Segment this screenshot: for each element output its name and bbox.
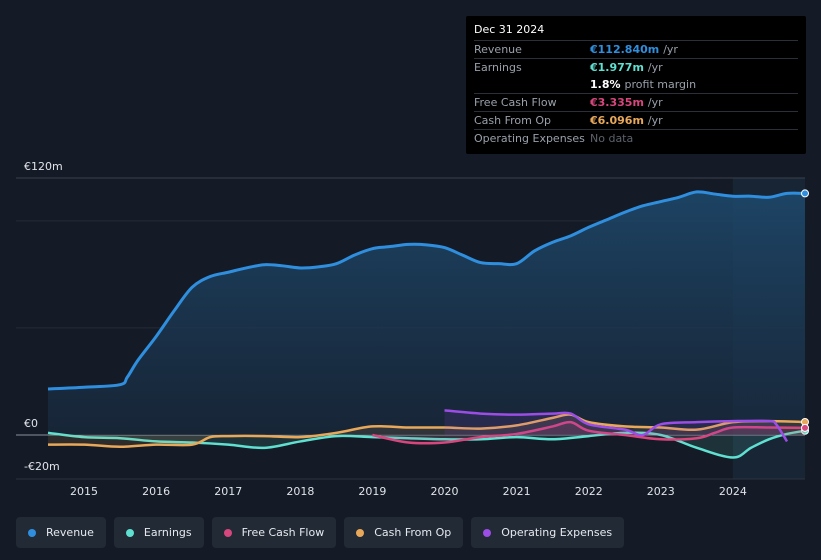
tooltip-row-value: €3.335m — [590, 96, 644, 109]
earnings-area — [48, 430, 805, 458]
revenue-end-marker — [801, 189, 809, 198]
free-cash-flow-end-marker — [801, 423, 809, 432]
cash-from-op-area — [48, 414, 805, 447]
revenue-line — [47, 190, 806, 391]
tooltip-date: Dec 31 2024 — [474, 23, 545, 36]
y-axis-bottom-label: -€20m — [24, 460, 60, 473]
legend-label: Revenue — [46, 526, 94, 539]
operating-expenses-line — [444, 409, 789, 443]
x-tick-label: 2023 — [647, 485, 675, 498]
tooltip-row-unit: /yr — [647, 96, 663, 109]
tooltip-row-label: Revenue — [474, 43, 522, 56]
tooltip-row-value: €1.977m — [590, 61, 644, 74]
x-tick-label: 2022 — [575, 485, 603, 498]
tooltip-row: Earnings €1.977m/yr — [474, 58, 798, 76]
legend-label: Operating Expenses — [501, 526, 613, 539]
x-tick-label: 2018 — [286, 485, 314, 498]
x-tick-label: 2016 — [142, 485, 170, 498]
legend-dot-icon — [483, 528, 492, 537]
x-tick-label: 2015 — [70, 485, 98, 498]
tooltip-row-unit: /yr — [663, 43, 678, 56]
tooltip-row: Cash From Op €6.096m/yr — [474, 111, 798, 129]
series-layer — [47, 189, 809, 459]
y-axis-top-label: €120m — [24, 160, 63, 173]
tooltip-row-label: Earnings — [474, 61, 522, 74]
cash-from-op-line — [47, 413, 806, 449]
tooltip-row: Free Cash Flow €3.335m/yr — [474, 93, 798, 111]
free-cash-flow-line — [372, 420, 806, 445]
legend: Revenue Earnings Free Cash Flow Cash From O… — [16, 517, 625, 548]
tooltip-row-label: Free Cash Flow — [474, 96, 557, 109]
tooltip-row: Operating Expenses No data — [474, 129, 798, 147]
tooltip-row: Revenue €112.840m/yr — [474, 40, 798, 58]
legend-dot-icon — [28, 528, 36, 537]
tooltip-row-value: 1.8% — [590, 78, 621, 91]
x-tick-label: 2024 — [719, 485, 747, 498]
tooltip-row-value: No data — [590, 132, 634, 145]
tooltip-row-unit: /yr — [647, 114, 663, 127]
tooltip-row-value: €6.096m — [590, 114, 644, 127]
x-axis-ticks: 2015 2016 2017 2018 2019 2020 2021 2022 2023 2024 — [70, 485, 747, 498]
tooltip-row-unit: /yr — [647, 61, 663, 74]
revenue-area — [48, 191, 805, 435]
tooltip-row: 1.8% profit margin — [474, 76, 798, 93]
x-tick-label: 2020 — [431, 485, 459, 498]
tooltip-rows: Revenue €112.840m/yr Earnings €1.977m/yr 1.8… — [474, 40, 798, 147]
tooltip-row-label: Operating Expenses — [474, 132, 585, 145]
y-axis-zero-label: €0 — [24, 417, 38, 430]
legend-dot-icon — [356, 528, 365, 537]
legend-dot-icon — [125, 528, 134, 537]
legend-item-operating-expenses[interactable]: Operating Expenses — [471, 517, 625, 548]
x-tick-label: 2019 — [358, 485, 386, 498]
legend-dot-icon — [223, 528, 232, 537]
tooltip-row-unit: profit margin — [624, 78, 697, 91]
x-tick-label: 2021 — [503, 485, 531, 498]
tooltip: Dec 31 2024 Revenue €112.840m/yr Earnings €… — [466, 16, 806, 154]
legend-label: Earnings — [143, 526, 192, 539]
legend-label: Free Cash Flow — [241, 526, 325, 539]
legend-item-cash-from-op[interactable]: Cash From Op — [344, 517, 464, 548]
legend-item-earnings[interactable]: Earnings — [113, 517, 204, 548]
tooltip-row-value: €112.840m — [590, 43, 660, 56]
x-tick-label: 2017 — [214, 485, 242, 498]
legend-item-revenue[interactable]: Revenue — [16, 517, 106, 548]
operating-expenses-area — [444, 410, 787, 442]
tooltip-row-label: Cash From Op — [474, 114, 552, 127]
legend-label: Cash From Op — [374, 526, 452, 539]
legend-item-free-cash-flow[interactable]: Free Cash Flow — [211, 517, 337, 548]
